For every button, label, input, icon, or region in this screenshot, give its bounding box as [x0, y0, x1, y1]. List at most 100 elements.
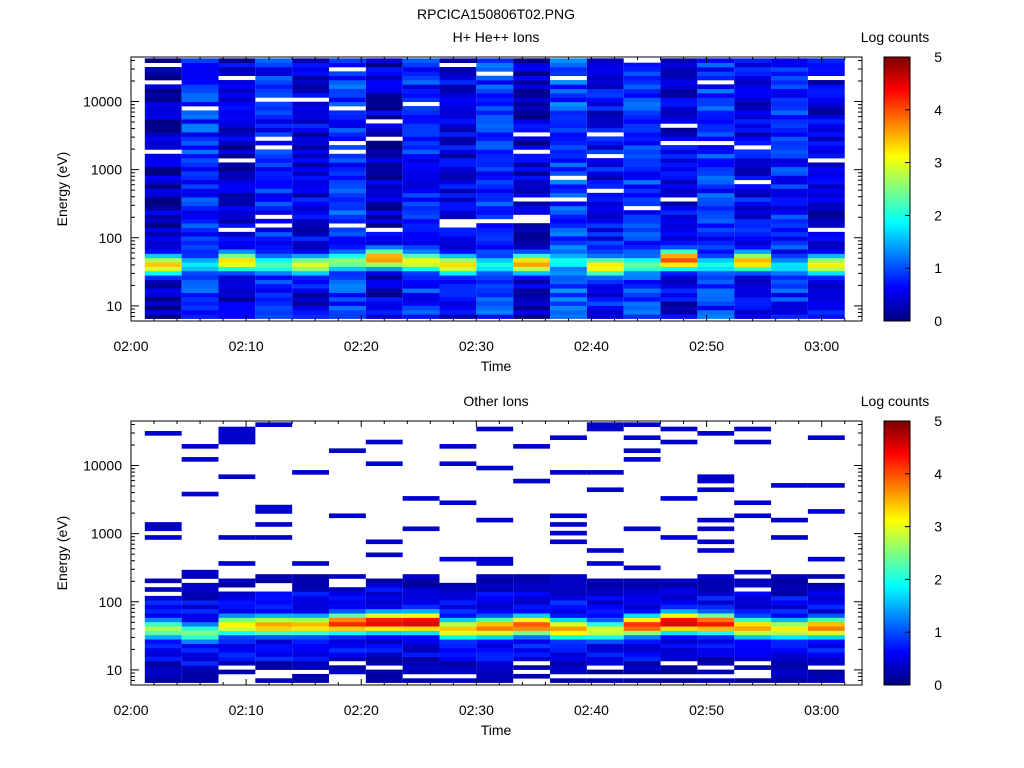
heatmap-cell — [255, 296, 293, 302]
heatmap-cell — [697, 123, 735, 129]
heatmap-cell — [586, 140, 624, 146]
heatmap-cell — [623, 621, 661, 627]
heatmap-cell — [181, 608, 219, 614]
heatmap-cell — [292, 80, 330, 85]
heatmap-cell — [771, 58, 808, 63]
heatmap-cell — [771, 192, 808, 198]
heatmap-cell — [218, 166, 256, 172]
heatmap-cell — [550, 617, 587, 623]
heatmap-cell — [771, 158, 808, 163]
heatmap-cell — [439, 587, 477, 592]
heatmap-cell — [807, 119, 845, 124]
heatmap-cell — [697, 214, 735, 220]
heatmap-cell — [144, 84, 182, 90]
heatmap-cell — [586, 288, 624, 293]
heatmap-cell — [660, 110, 698, 116]
heatmap-cell — [586, 227, 624, 233]
heatmap-cell — [439, 639, 477, 644]
heatmap-cell — [144, 314, 182, 319]
heatmap-cell — [734, 140, 772, 146]
heatmap-cell — [329, 71, 366, 76]
heatmap-cell — [218, 634, 256, 640]
x-tick-label: 02:30 — [459, 338, 494, 354]
heatmap-cell — [402, 665, 440, 670]
heatmap-cell — [550, 613, 587, 618]
colorbar-tick-label: 2 — [934, 571, 942, 587]
heatmap-cell — [144, 71, 182, 76]
heatmap-cell — [550, 522, 587, 527]
heatmap-cell — [439, 71, 477, 76]
heatmap-cell — [586, 145, 624, 150]
heatmap-cell — [660, 223, 698, 228]
heatmap-cell — [623, 448, 661, 454]
heatmap-cell — [586, 301, 624, 306]
heatmap-cell — [476, 119, 514, 124]
heatmap-cell — [144, 604, 182, 610]
heatmap-cell — [807, 283, 845, 289]
heatmap-cell — [402, 643, 440, 649]
heatmap-cell — [550, 136, 587, 142]
heatmap-cell — [513, 153, 551, 159]
heatmap-cell — [255, 192, 293, 198]
heatmap-cell — [402, 595, 440, 601]
heatmap-cell — [439, 106, 477, 111]
heatmap-cell — [660, 162, 698, 168]
heatmap-cell — [586, 136, 624, 142]
heatmap-cell — [439, 119, 477, 124]
heatmap-cell — [550, 600, 587, 605]
heatmap-cell — [771, 101, 808, 107]
heatmap-cell — [255, 158, 293, 163]
heatmap-cell — [476, 162, 514, 168]
heatmap-cell — [697, 244, 735, 250]
heatmap-cell — [329, 626, 366, 631]
heatmap-cell — [255, 149, 293, 155]
heatmap-cell — [623, 119, 661, 124]
heatmap-cell — [181, 314, 219, 319]
heatmap-cell — [771, 626, 808, 631]
heatmap-cell — [586, 205, 624, 211]
heatmap-cell — [623, 422, 661, 427]
heatmap-cell — [329, 253, 366, 259]
heatmap-cell — [181, 223, 219, 228]
heatmap-cell — [660, 262, 698, 267]
heatmap-cell — [697, 578, 735, 584]
heatmap-cell — [218, 197, 256, 202]
heatmap-cell — [550, 270, 587, 276]
heatmap-cell — [329, 93, 366, 98]
heatmap-cell — [292, 71, 330, 76]
heatmap-cell — [402, 656, 440, 662]
heatmap-cell — [807, 556, 845, 562]
heatmap-cell — [439, 58, 477, 63]
heatmap-cell — [218, 591, 256, 597]
heatmap-cell — [255, 617, 293, 623]
heatmap-cell — [623, 309, 661, 315]
heatmap-cell — [218, 439, 256, 445]
heatmap-cell — [218, 301, 256, 306]
heatmap-cell — [439, 253, 477, 259]
heatmap-cell — [402, 591, 440, 597]
heatmap-cell — [439, 665, 477, 670]
heatmap-cell — [402, 240, 440, 246]
x-tick-label: 02:00 — [113, 702, 148, 718]
plot-frame — [130, 56, 863, 322]
heatmap-cell — [144, 88, 182, 94]
heatmap-cell — [476, 309, 514, 315]
heatmap-cell — [144, 197, 182, 202]
heatmap-cell — [660, 270, 698, 276]
heatmap-cell — [771, 647, 808, 653]
heatmap-cell — [365, 439, 403, 445]
heatmap-cell — [218, 127, 256, 133]
heatmap-cell — [181, 140, 219, 146]
heatmap-cells — [144, 58, 845, 319]
heatmap-cell — [402, 145, 440, 150]
heatmap-cell — [771, 652, 808, 657]
heatmap-cell — [586, 279, 624, 285]
heatmap-cell — [771, 88, 808, 94]
heatmap-cell — [660, 201, 698, 207]
heatmap-cell — [218, 275, 256, 280]
heatmap-cell — [292, 288, 330, 293]
heatmap-cell — [623, 210, 661, 215]
heatmap-cell — [439, 270, 477, 276]
heatmap-cell — [181, 249, 219, 254]
heatmap-cell — [660, 275, 698, 280]
